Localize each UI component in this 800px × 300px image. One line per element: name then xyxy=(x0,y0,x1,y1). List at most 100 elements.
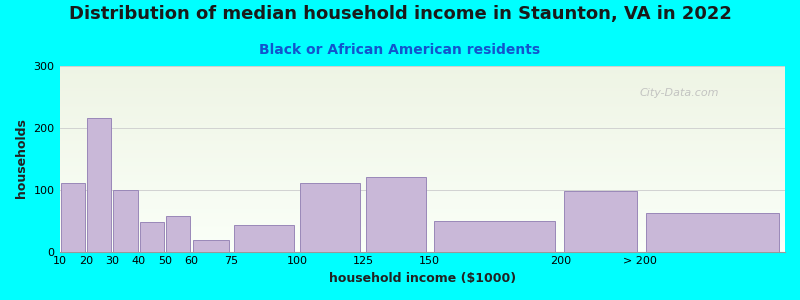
Bar xyxy=(59,117,785,118)
Bar xyxy=(59,118,785,119)
Bar xyxy=(59,213,785,214)
Bar xyxy=(59,152,785,153)
Bar xyxy=(59,130,785,132)
Bar xyxy=(59,65,785,66)
Bar xyxy=(59,113,785,114)
Bar xyxy=(59,167,785,168)
Bar xyxy=(59,121,785,122)
Bar xyxy=(59,231,785,232)
Bar xyxy=(59,125,785,126)
Bar xyxy=(59,245,785,246)
Bar xyxy=(59,171,785,172)
Bar xyxy=(59,71,785,72)
Bar xyxy=(59,160,785,161)
Bar xyxy=(59,173,785,174)
Bar xyxy=(59,134,785,135)
Bar xyxy=(59,179,785,180)
Bar xyxy=(59,240,785,241)
Bar xyxy=(59,111,785,112)
Bar xyxy=(59,185,785,187)
Bar xyxy=(59,148,785,149)
Bar xyxy=(59,147,785,148)
Bar xyxy=(87,118,111,252)
Bar xyxy=(59,96,785,97)
Bar xyxy=(59,197,785,198)
Bar xyxy=(59,129,785,130)
Bar xyxy=(59,178,785,179)
Bar xyxy=(59,109,785,110)
Bar xyxy=(59,210,785,211)
Bar xyxy=(59,82,785,83)
Bar xyxy=(59,247,785,248)
Y-axis label: households: households xyxy=(15,118,28,199)
Bar xyxy=(59,156,785,157)
Bar xyxy=(59,85,785,86)
Bar xyxy=(59,251,785,252)
Bar xyxy=(59,232,785,233)
Bar xyxy=(59,190,785,191)
Bar xyxy=(646,212,779,252)
Bar xyxy=(59,119,785,120)
Bar xyxy=(59,69,785,70)
Bar xyxy=(61,183,85,252)
Bar xyxy=(166,216,190,252)
Bar xyxy=(59,144,785,145)
Bar xyxy=(59,151,785,152)
Bar xyxy=(59,137,785,138)
Bar xyxy=(59,78,785,79)
Bar xyxy=(59,162,785,163)
Bar xyxy=(59,229,785,230)
Bar xyxy=(59,103,785,105)
Bar xyxy=(59,80,785,81)
Text: City-Data.com: City-Data.com xyxy=(640,88,719,98)
Bar xyxy=(59,91,785,92)
Bar xyxy=(59,118,785,119)
Bar xyxy=(59,176,785,177)
Bar xyxy=(59,149,785,150)
X-axis label: household income ($1000): household income ($1000) xyxy=(329,272,516,285)
Bar xyxy=(59,237,785,238)
Bar xyxy=(59,73,785,74)
Bar xyxy=(59,193,785,194)
Bar xyxy=(59,86,785,87)
Bar xyxy=(59,154,785,155)
Bar xyxy=(59,250,785,251)
Bar xyxy=(59,68,785,69)
Bar xyxy=(59,214,785,215)
Bar xyxy=(59,233,785,234)
Bar xyxy=(59,92,785,93)
Bar xyxy=(59,181,785,182)
Bar xyxy=(140,222,164,252)
Bar xyxy=(59,238,785,239)
Bar xyxy=(59,90,785,91)
Bar xyxy=(59,66,785,68)
Bar xyxy=(59,227,785,228)
Bar xyxy=(59,230,785,231)
Bar xyxy=(59,225,785,226)
Bar xyxy=(59,145,785,146)
Bar xyxy=(59,97,785,98)
Bar xyxy=(59,196,785,197)
Bar xyxy=(59,242,785,243)
Bar xyxy=(59,99,785,100)
Bar xyxy=(59,221,785,222)
Bar xyxy=(59,243,785,244)
Bar xyxy=(59,200,785,201)
Bar xyxy=(434,220,555,252)
Bar xyxy=(59,238,785,239)
Bar xyxy=(59,191,785,192)
Bar xyxy=(59,122,785,123)
Bar xyxy=(59,164,785,165)
Bar xyxy=(59,94,785,95)
Bar xyxy=(564,191,637,252)
Bar xyxy=(59,202,785,203)
Bar xyxy=(59,188,785,189)
Bar xyxy=(59,75,785,76)
Bar xyxy=(59,89,785,90)
Bar xyxy=(59,143,785,144)
Bar xyxy=(59,158,785,160)
Bar xyxy=(59,204,785,205)
Bar xyxy=(59,120,785,121)
Bar xyxy=(59,155,785,156)
Bar xyxy=(59,138,785,139)
